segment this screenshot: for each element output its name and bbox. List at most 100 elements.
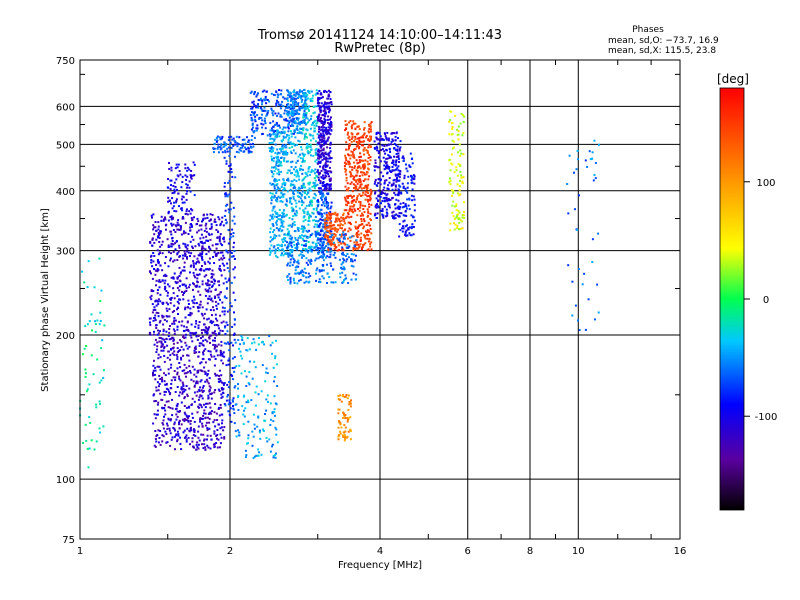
data-point (289, 276, 292, 279)
data-point (325, 189, 328, 192)
data-point (333, 251, 336, 254)
data-point (296, 195, 299, 198)
data-point (297, 259, 300, 262)
data-point (182, 232, 185, 235)
data-point (153, 330, 155, 333)
data-point (452, 200, 455, 203)
data-point (363, 234, 366, 237)
data-point (218, 240, 221, 243)
data-point (322, 201, 325, 204)
data-point (218, 377, 221, 380)
data-point (153, 444, 156, 447)
data-point (247, 420, 250, 423)
data-point (219, 291, 222, 294)
data-point (238, 364, 241, 367)
data-point (166, 309, 169, 312)
data-point (322, 269, 325, 272)
data-point (190, 378, 193, 381)
data-point (320, 249, 322, 252)
data-point (168, 429, 171, 432)
data-point (260, 122, 263, 125)
data-point (191, 225, 193, 228)
data-point (277, 94, 280, 96)
data-point (274, 248, 277, 251)
data-point (189, 226, 191, 229)
data-point (400, 192, 403, 195)
data-point (276, 148, 279, 151)
data-point (278, 187, 281, 190)
data-point (341, 253, 344, 256)
data-point (316, 205, 319, 208)
data-point (308, 187, 311, 190)
data-point (82, 441, 84, 444)
data-point (381, 148, 384, 151)
data-point (273, 94, 276, 97)
data-point (390, 140, 393, 143)
data-point (156, 413, 159, 416)
data-point (197, 310, 200, 313)
data-point (367, 230, 370, 233)
data-point (407, 175, 410, 178)
data-point (168, 200, 171, 202)
data-point (349, 228, 352, 231)
data-point (170, 222, 173, 225)
data-point (336, 249, 339, 252)
data-point (165, 441, 168, 444)
data-point (455, 169, 458, 172)
data-point (206, 216, 209, 219)
data-point (218, 332, 221, 335)
data-point (307, 167, 310, 170)
data-point (391, 188, 394, 191)
data-point (173, 427, 176, 430)
data-point (412, 216, 414, 219)
data-point (597, 232, 600, 235)
data-point (277, 151, 280, 154)
data-point (324, 162, 327, 165)
data-point (208, 412, 211, 415)
data-point (394, 174, 397, 177)
data-point (349, 205, 352, 208)
data-point (277, 214, 280, 217)
data-point (272, 114, 275, 117)
data-point (160, 345, 163, 348)
data-point (297, 118, 300, 121)
data-point (203, 317, 206, 320)
data-point (301, 274, 304, 276)
data-point (154, 445, 157, 448)
data-point (395, 161, 398, 164)
data-point (307, 259, 310, 262)
data-point (267, 400, 269, 403)
data-point (181, 391, 184, 394)
data-point (200, 240, 203, 243)
data-point (356, 170, 359, 173)
data-point (324, 166, 327, 168)
data-point (291, 241, 294, 244)
data-point (158, 340, 161, 343)
data-point (344, 157, 347, 160)
data-point (235, 403, 238, 406)
data-point (209, 341, 211, 344)
data-point (311, 100, 314, 103)
data-point (167, 372, 170, 375)
data-point (273, 138, 276, 141)
data-point (185, 366, 188, 369)
data-point (205, 230, 208, 233)
data-point (369, 218, 372, 221)
data-point (159, 300, 162, 303)
data-point (205, 222, 208, 225)
data-point (186, 213, 189, 216)
data-point (387, 205, 390, 208)
data-point (177, 175, 180, 178)
data-point (285, 109, 288, 112)
data-point (396, 145, 399, 148)
data-point (285, 198, 288, 201)
data-point (324, 238, 326, 241)
data-point (214, 403, 217, 405)
data-point (195, 351, 198, 354)
data-point (233, 276, 236, 279)
data-point (215, 442, 218, 444)
data-point (354, 135, 357, 138)
data-point (332, 254, 335, 257)
data-point (302, 178, 305, 181)
data-point (300, 97, 303, 100)
